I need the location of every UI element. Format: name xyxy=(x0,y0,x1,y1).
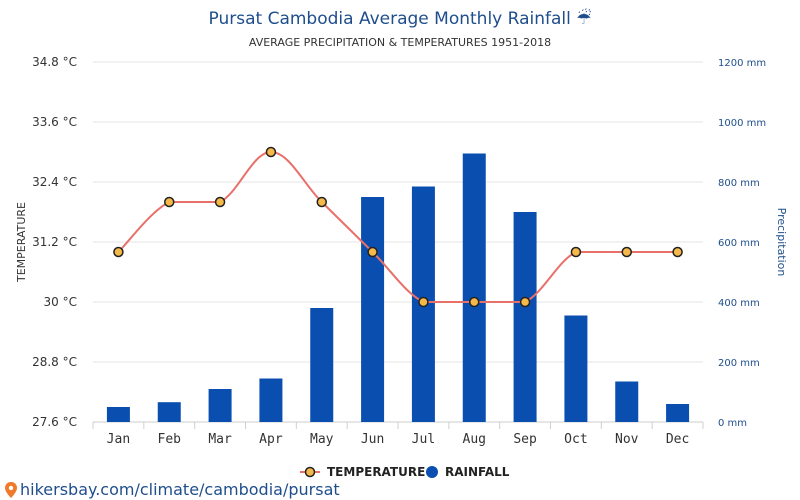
right-tick-label: 1200 mm xyxy=(718,58,766,69)
chart-subtitle: AVERAGE PRECIPITATION & TEMPERATURES 195… xyxy=(249,36,551,49)
left-tick-label: 31.2 °C xyxy=(32,235,77,249)
temperature-point-jul[interactable] xyxy=(418,296,429,308)
x-tick-label-may: May xyxy=(310,432,334,447)
temperature-point-jan[interactable] xyxy=(113,246,124,258)
legend-item-temperature[interactable]: TEMPERATURE xyxy=(300,465,425,479)
temperature-point-may[interactable] xyxy=(316,196,327,208)
legend-rainfall-label: RAINFALL xyxy=(445,465,510,479)
left-axis-title: TEMPERATURE xyxy=(15,202,28,283)
right-tick-label: 0 mm xyxy=(718,418,747,429)
left-tick-label: 34.8 °C xyxy=(32,55,77,69)
rainfall-bar-nov[interactable] xyxy=(615,381,639,423)
rainfall-bars xyxy=(106,153,690,423)
legend-temperature-label: TEMPERATURE xyxy=(327,465,425,479)
temperature-point-aug[interactable] xyxy=(469,296,480,308)
right-tick-label: 200 mm xyxy=(718,358,760,369)
rainfall-bar-mar[interactable] xyxy=(208,389,232,422)
x-tick-label-oct: Oct xyxy=(564,432,587,447)
x-tick-label-apr: Apr xyxy=(259,432,283,447)
x-tick-label-jun: Jun xyxy=(361,432,384,447)
x-tick-label-feb: Feb xyxy=(158,432,182,447)
x-tick-label-mar: Mar xyxy=(208,432,232,447)
temperature-point-nov[interactable] xyxy=(621,246,632,258)
temperature-line-layer xyxy=(113,146,683,308)
map-pin-icon xyxy=(5,482,17,498)
rainfall-bar-jan[interactable] xyxy=(106,407,130,422)
chart-title: Pursat Cambodia Average Monthly Rainfall… xyxy=(209,8,592,29)
rainfall-bar-jun[interactable] xyxy=(361,197,385,422)
right-tick-label: 400 mm xyxy=(718,298,760,309)
x-tick-label-nov: Nov xyxy=(615,432,639,447)
right-tick-label: 1000 mm xyxy=(718,118,766,129)
rainfall-bar-may[interactable] xyxy=(310,308,334,422)
rainfall-bar-feb[interactable] xyxy=(157,402,181,422)
legend[interactable]: TEMPERATURE RAINFALL xyxy=(300,465,510,479)
right-axis-ticks: 0 mm 200 mm 400 mm 600 mm 800 mm 1000 mm 1200 … xyxy=(718,58,766,429)
x-tick-label-sep: Sep xyxy=(513,432,537,447)
grid-lines xyxy=(92,61,704,429)
footer-url[interactable]: hikersbay.com/climate/cambodia/pursat xyxy=(20,480,340,499)
x-tick-label-aug: Aug xyxy=(463,432,486,447)
temperature-point-apr[interactable] xyxy=(265,146,277,158)
rainfall-bar-oct[interactable] xyxy=(564,315,588,423)
rainfall-bar-apr[interactable] xyxy=(259,378,283,423)
left-tick-label: 30 °C xyxy=(44,295,77,309)
x-axis-ticks: Jan Feb Mar Apr May Jun Jul Aug Sep Oct Nov Dec xyxy=(107,432,690,447)
x-tick-label-dec: Dec xyxy=(666,432,689,447)
temperature-point-feb[interactable] xyxy=(164,196,175,208)
left-axis-ticks: 27.6 °C 28.8 °C 30 °C 31.2 °C 32.4 °C 33.6 °C… xyxy=(32,55,77,429)
rainfall-bar-dec[interactable] xyxy=(666,404,690,422)
temperature-line xyxy=(117,150,678,303)
right-tick-label: 800 mm xyxy=(718,178,760,189)
rainfall-bar-sep[interactable] xyxy=(513,212,537,422)
footer-link[interactable]: hikersbay.com/climate/cambodia/pursat xyxy=(5,480,340,499)
x-tick-label-jul: Jul xyxy=(412,432,435,447)
right-tick-label: 600 mm xyxy=(718,238,760,249)
left-tick-label: 27.6 °C xyxy=(32,415,77,429)
left-tick-label: 28.8 °C xyxy=(32,355,77,369)
left-tick-label: 33.6 °C xyxy=(32,115,77,129)
temperature-point-sep[interactable] xyxy=(519,296,531,308)
temperature-point-dec[interactable] xyxy=(672,246,683,258)
rainfall-bar-aug[interactable] xyxy=(462,153,486,423)
left-tick-label: 32.4 °C xyxy=(32,175,77,189)
x-tick-label-jan: Jan xyxy=(107,432,130,447)
temperature-point-jun[interactable] xyxy=(367,246,378,258)
temperature-point-oct[interactable] xyxy=(570,246,582,258)
legend-temperature-marker xyxy=(304,466,316,478)
legend-item-rainfall[interactable]: RAINFALL xyxy=(426,465,510,479)
right-axis-title: Precipitation xyxy=(775,208,788,277)
legend-rainfall-marker xyxy=(426,466,438,478)
temperature-point-mar[interactable] xyxy=(214,196,226,208)
